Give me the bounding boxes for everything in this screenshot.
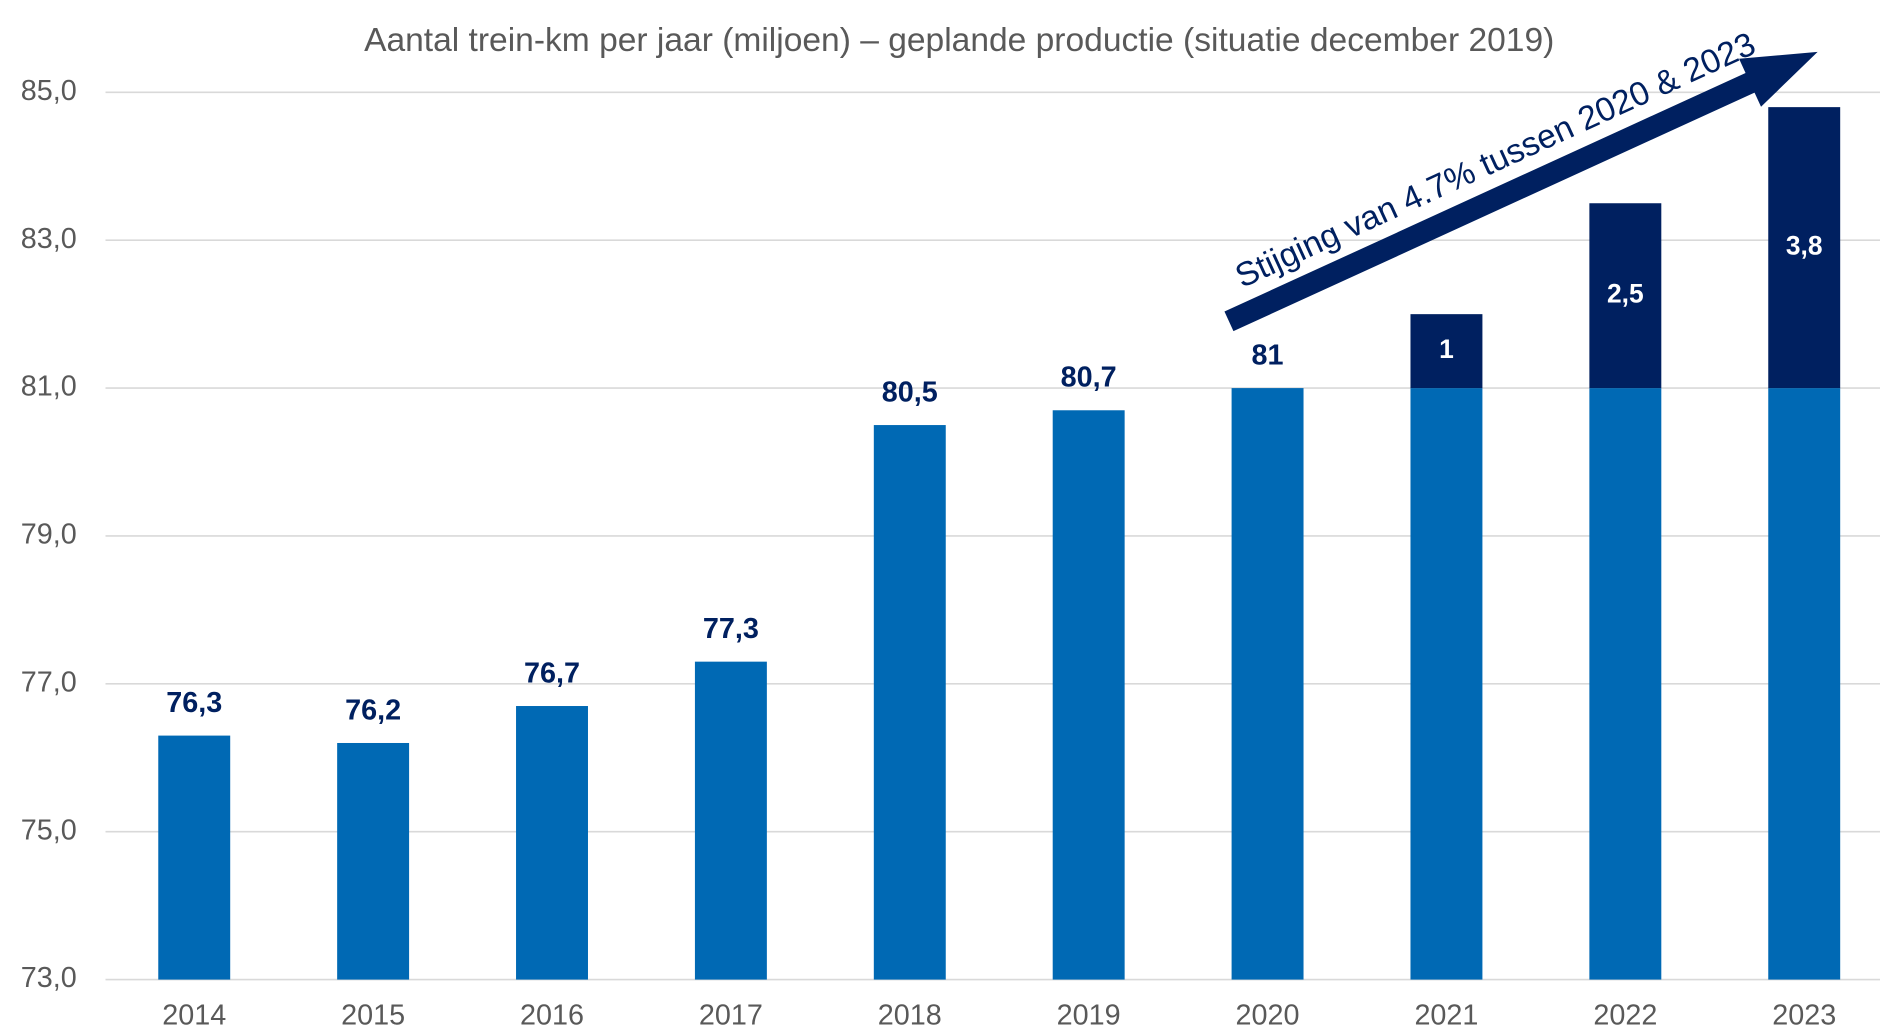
bar-segment bbox=[694, 661, 767, 980]
data-label: 76,3 bbox=[166, 687, 222, 719]
x-tick-label: 2022 bbox=[1593, 999, 1657, 1031]
x-tick-label: 2014 bbox=[162, 999, 226, 1031]
data-label: 76,7 bbox=[524, 657, 580, 689]
bar-segment bbox=[1052, 410, 1125, 980]
x-tick-label: 2015 bbox=[341, 999, 405, 1031]
bar-segment bbox=[1410, 388, 1483, 980]
data-label: 80,5 bbox=[882, 376, 938, 408]
data-label: 3,8 bbox=[1786, 231, 1823, 261]
data-label: 80,7 bbox=[1061, 362, 1117, 394]
bar-segment bbox=[337, 742, 410, 980]
x-tick-label: 2018 bbox=[878, 999, 942, 1031]
x-tick-label: 2017 bbox=[699, 999, 763, 1031]
plot-area: 73,0 75,0 77,0 79,0 81,0 83,0 85,0 2014 76,3 2015… bbox=[21, 75, 1880, 1031]
y-tick-label: 75,0 bbox=[21, 814, 77, 846]
bar-segment bbox=[1589, 388, 1662, 980]
y-tick-label: 77,0 bbox=[21, 666, 77, 698]
data-label: 76,2 bbox=[345, 694, 401, 726]
x-tick-label: 2020 bbox=[1236, 999, 1300, 1031]
y-tick-label: 83,0 bbox=[21, 223, 77, 255]
y-tick-label: 79,0 bbox=[21, 519, 77, 551]
x-tick-label: 2023 bbox=[1772, 999, 1836, 1031]
bar-segment bbox=[516, 706, 588, 980]
bar-segment bbox=[1768, 388, 1841, 980]
y-tick-label: 81,0 bbox=[21, 371, 77, 403]
chart-title: Aantal trein-km per jaar (miljoen) – gep… bbox=[364, 22, 1554, 59]
data-label: 1 bbox=[1439, 334, 1454, 364]
x-tick-label: 2019 bbox=[1057, 999, 1121, 1031]
data-label: 81 bbox=[1252, 340, 1284, 372]
data-label: 77,3 bbox=[703, 613, 759, 645]
y-tick-label: 85,0 bbox=[21, 75, 77, 107]
bar-segment bbox=[1589, 203, 1662, 389]
arrow-shape bbox=[1224, 51, 1818, 332]
x-tick-label: 2021 bbox=[1414, 999, 1478, 1031]
bar-segment bbox=[873, 425, 946, 980]
bar-segment bbox=[1410, 314, 1483, 389]
x-tick-label: 2016 bbox=[520, 999, 584, 1031]
annotation: Stijging van 4.7% tussen 2020 & 2023 bbox=[1230, 26, 1761, 296]
bar-segment bbox=[1231, 388, 1304, 980]
y-tick-label: 73,0 bbox=[21, 962, 77, 994]
bar-segment bbox=[1768, 107, 1841, 389]
bar-segment bbox=[158, 735, 231, 980]
data-label: 2,5 bbox=[1607, 279, 1644, 309]
